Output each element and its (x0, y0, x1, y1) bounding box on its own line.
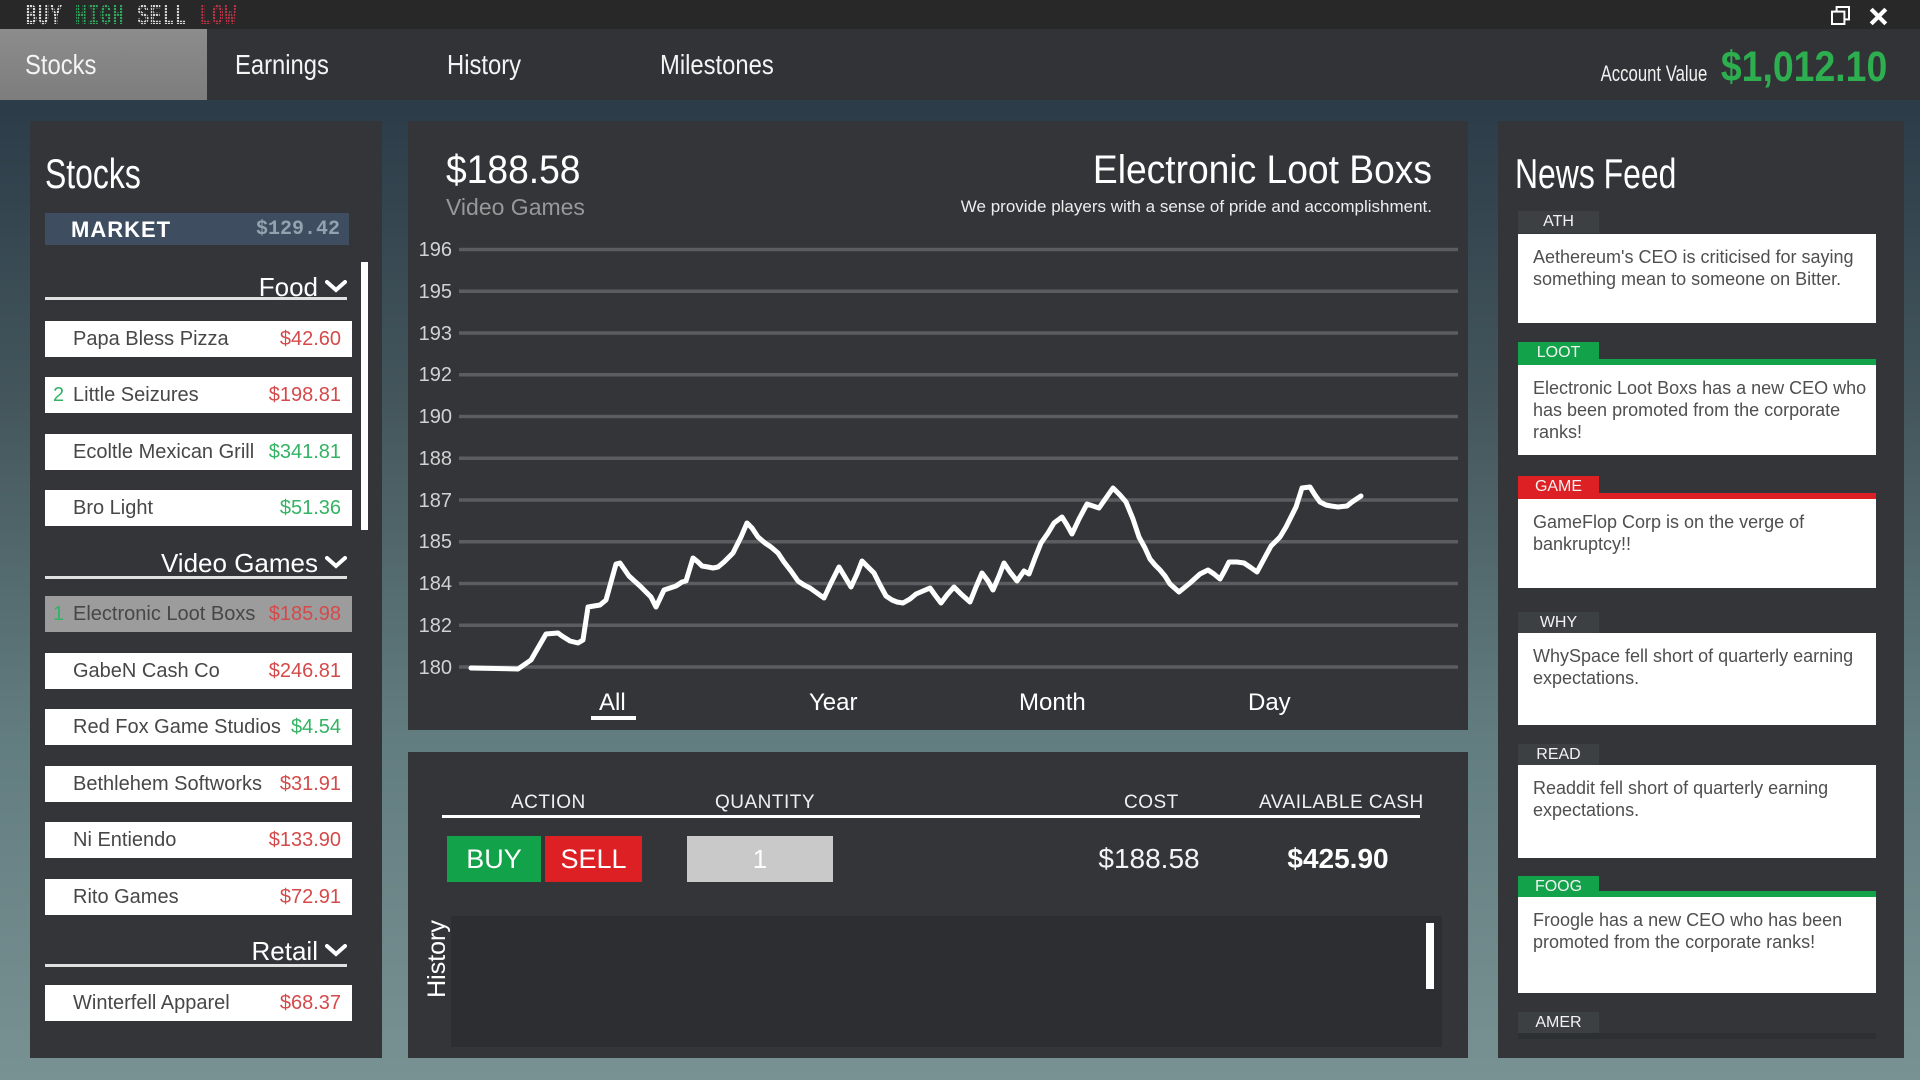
svg-text:187: 187 (419, 490, 452, 512)
svg-text:193: 193 (419, 323, 452, 345)
svg-text:184: 184 (419, 573, 452, 595)
svg-text:196: 196 (419, 239, 452, 261)
svg-text:195: 195 (419, 281, 452, 303)
svg-text:182: 182 (419, 615, 452, 637)
svg-text:188: 188 (419, 448, 452, 470)
svg-text:180: 180 (419, 657, 452, 679)
svg-text:185: 185 (419, 531, 452, 553)
svg-text:190: 190 (419, 406, 452, 428)
svg-text:192: 192 (419, 364, 452, 386)
